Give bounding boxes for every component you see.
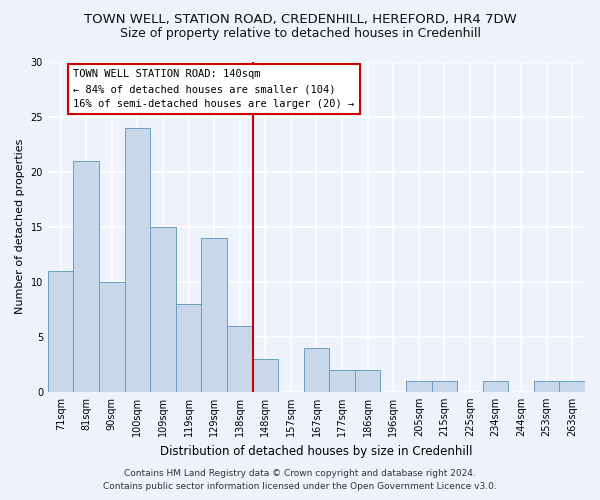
Bar: [329, 370, 355, 392]
Bar: [227, 326, 253, 392]
Bar: [304, 348, 329, 392]
Bar: [534, 381, 559, 392]
Bar: [150, 226, 176, 392]
Bar: [406, 381, 431, 392]
Text: Contains HM Land Registry data © Crown copyright and database right 2024.
Contai: Contains HM Land Registry data © Crown c…: [103, 470, 497, 491]
Text: Size of property relative to detached houses in Credenhill: Size of property relative to detached ho…: [119, 28, 481, 40]
Bar: [559, 381, 585, 392]
Bar: [202, 238, 227, 392]
Bar: [253, 359, 278, 392]
Bar: [355, 370, 380, 392]
Bar: [48, 270, 73, 392]
Bar: [431, 381, 457, 392]
Bar: [176, 304, 202, 392]
Y-axis label: Number of detached properties: Number of detached properties: [15, 139, 25, 314]
Bar: [99, 282, 125, 392]
Text: TOWN WELL STATION ROAD: 140sqm
← 84% of detached houses are smaller (104)
16% of: TOWN WELL STATION ROAD: 140sqm ← 84% of …: [73, 69, 355, 109]
Bar: [73, 160, 99, 392]
X-axis label: Distribution of detached houses by size in Credenhill: Distribution of detached houses by size …: [160, 444, 473, 458]
Text: TOWN WELL, STATION ROAD, CREDENHILL, HEREFORD, HR4 7DW: TOWN WELL, STATION ROAD, CREDENHILL, HER…: [83, 12, 517, 26]
Bar: [482, 381, 508, 392]
Bar: [125, 128, 150, 392]
